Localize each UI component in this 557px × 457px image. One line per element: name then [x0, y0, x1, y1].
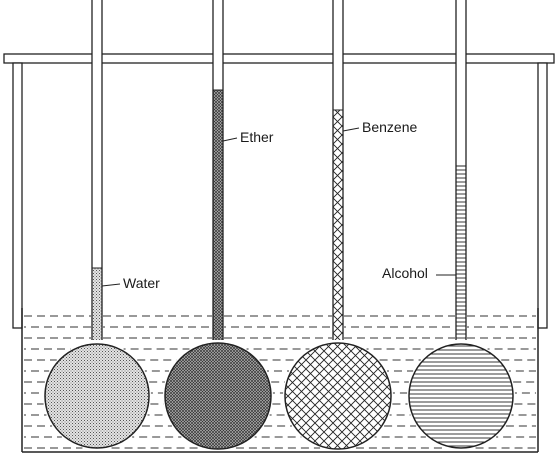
label-ether-text: Ether — [240, 129, 274, 145]
flask-water — [44, 0, 150, 449]
flask-alcohol — [408, 0, 514, 449]
bath-water — [24, 315, 536, 449]
label-water: Water — [101, 275, 160, 291]
bath-vessel — [12, 62, 548, 453]
label-benzene-text: Benzene — [362, 119, 417, 135]
flask-benzene — [284, 0, 392, 450]
flask-ether — [164, 0, 272, 450]
label-alcohol: Alcohol — [382, 265, 456, 281]
label-benzene: Benzene — [342, 119, 417, 135]
label-water-text: Water — [123, 275, 160, 291]
label-ether: Ether — [222, 129, 274, 145]
label-alcohol-text: Alcohol — [382, 265, 428, 281]
support-bar — [3, 53, 555, 64]
